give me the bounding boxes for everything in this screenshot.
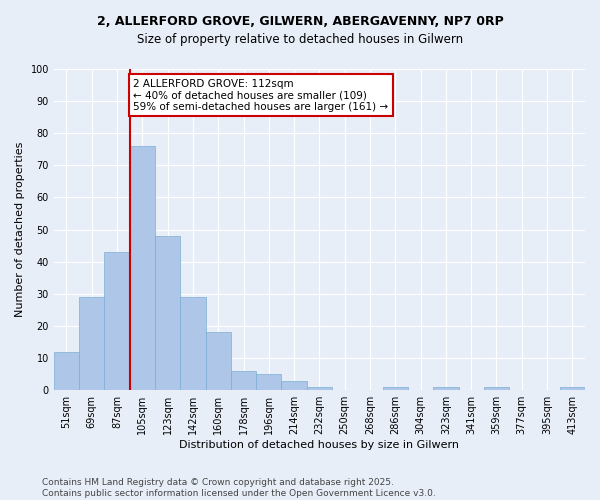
Bar [155, 236, 180, 390]
Bar [130, 146, 155, 390]
Text: Size of property relative to detached houses in Gilwern: Size of property relative to detached ho… [137, 32, 463, 46]
Bar [206, 332, 231, 390]
Bar [484, 387, 509, 390]
X-axis label: Distribution of detached houses by size in Gilwern: Distribution of detached houses by size … [179, 440, 460, 450]
Y-axis label: Number of detached properties: Number of detached properties [15, 142, 25, 318]
Bar [79, 297, 104, 390]
Bar [560, 387, 585, 390]
Bar [180, 297, 206, 390]
Bar [383, 387, 408, 390]
Bar [433, 387, 458, 390]
Text: 2 ALLERFORD GROVE: 112sqm
← 40% of detached houses are smaller (109)
59% of semi: 2 ALLERFORD GROVE: 112sqm ← 40% of detac… [133, 78, 389, 112]
Bar [256, 374, 281, 390]
Bar [281, 380, 307, 390]
Bar [54, 352, 79, 390]
Bar [307, 387, 332, 390]
Bar [104, 252, 130, 390]
Bar [231, 371, 256, 390]
Text: 2, ALLERFORD GROVE, GILWERN, ABERGAVENNY, NP7 0RP: 2, ALLERFORD GROVE, GILWERN, ABERGAVENNY… [97, 15, 503, 28]
Text: Contains HM Land Registry data © Crown copyright and database right 2025.
Contai: Contains HM Land Registry data © Crown c… [42, 478, 436, 498]
